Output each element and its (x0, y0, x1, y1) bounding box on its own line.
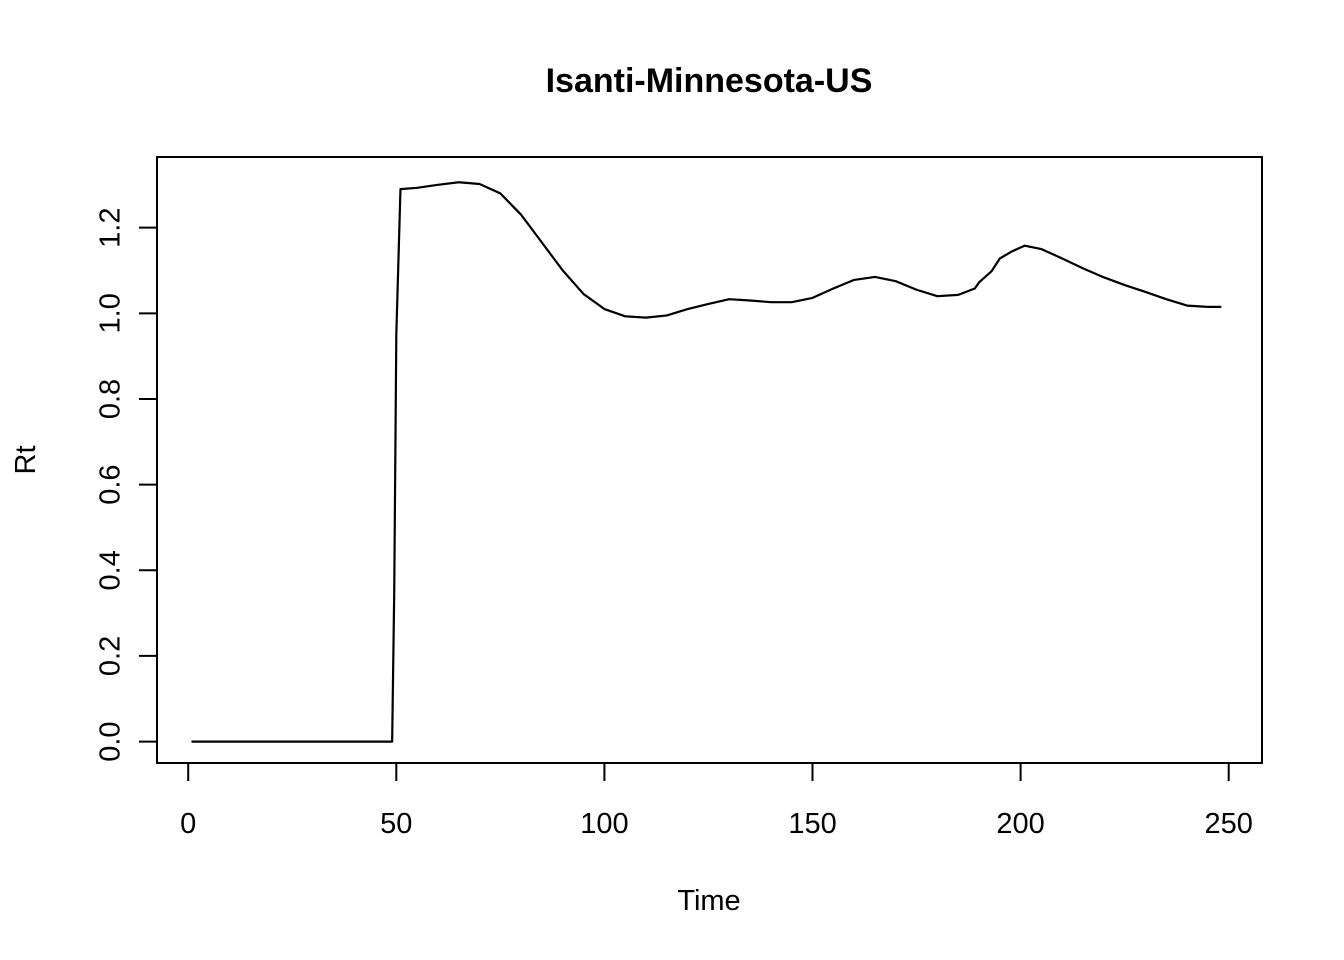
y-tick-label: 0.4 (95, 550, 127, 590)
chart-title: Isanti-Minnesota-US (546, 62, 873, 100)
series-layer (191, 181, 1222, 743)
y-tick-label: 0.0 (95, 721, 127, 761)
y-axis-label: Rt (10, 446, 42, 475)
x-tick-label: 150 (788, 808, 836, 840)
plot-frame (156, 156, 1263, 764)
y-tick-label: 0.6 (95, 464, 127, 504)
x-tick-label: 0 (180, 808, 196, 840)
x-tick-label: 100 (580, 808, 628, 840)
y-tick-label: 1.0 (95, 293, 127, 333)
x-tick-label: 250 (1205, 808, 1253, 840)
y-tick-label: 1.2 (95, 208, 127, 248)
x-axis: 0 50 100 150 200 250 (180, 762, 1253, 840)
y-tick-label: 0.8 (95, 379, 127, 419)
series-line-rt (191, 181, 1222, 743)
y-axis: 0.0 0.2 0.4 0.6 0.8 1.0 1.2 (95, 208, 158, 762)
x-axis-label: Time (677, 885, 740, 917)
y-tick-label: 0.2 (95, 636, 127, 676)
x-tick-label: 50 (380, 808, 412, 840)
x-tick-label: 200 (996, 808, 1044, 840)
